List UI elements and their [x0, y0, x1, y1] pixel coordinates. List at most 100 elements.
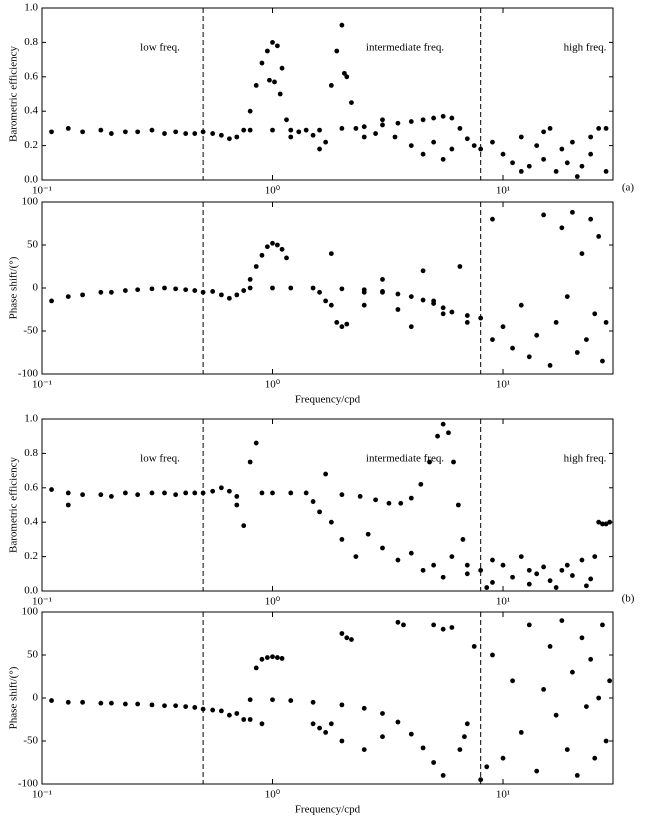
point	[600, 521, 605, 527]
point	[395, 307, 401, 312]
x-tick-label: 10⁰	[265, 185, 281, 197]
region-label: high freq.	[564, 453, 607, 465]
point	[65, 125, 71, 131]
point	[328, 519, 334, 525]
point	[579, 635, 585, 641]
point	[247, 717, 253, 722]
point	[173, 129, 179, 135]
point	[259, 252, 265, 258]
point	[500, 755, 506, 761]
point	[490, 139, 495, 145]
point	[570, 669, 575, 675]
point	[395, 291, 401, 297]
point	[395, 557, 401, 563]
point	[192, 288, 198, 293]
point	[226, 488, 232, 494]
y-tick-label: 50	[27, 239, 39, 251]
point	[559, 618, 565, 623]
point	[440, 626, 446, 632]
point	[564, 562, 570, 568]
point	[478, 146, 484, 152]
point	[317, 509, 322, 515]
point	[277, 91, 283, 97]
point	[431, 760, 437, 765]
point	[80, 492, 85, 498]
point	[65, 490, 71, 496]
point	[553, 169, 559, 174]
point	[431, 115, 437, 121]
point	[210, 289, 216, 294]
point	[457, 747, 463, 752]
point	[323, 730, 329, 735]
point	[380, 545, 385, 551]
point	[349, 100, 354, 105]
point	[365, 531, 371, 537]
point	[353, 125, 359, 131]
point	[323, 139, 329, 145]
point	[108, 700, 114, 706]
point	[65, 502, 71, 508]
point	[183, 287, 189, 293]
point	[200, 129, 206, 135]
point	[431, 562, 437, 568]
panel-label: (a)	[622, 182, 635, 194]
point	[241, 127, 247, 133]
point	[122, 490, 128, 496]
x-axis-title: Frequency/cpd	[295, 394, 361, 406]
point	[408, 731, 414, 737]
point	[272, 79, 277, 85]
point	[600, 358, 605, 364]
point	[588, 576, 594, 582]
point	[592, 311, 598, 317]
point	[247, 697, 253, 703]
y-tick-label: 1.0	[24, 413, 38, 425]
point	[274, 655, 280, 660]
x-tick-label: 10⁰	[265, 596, 281, 608]
point	[408, 324, 414, 330]
point	[584, 583, 589, 589]
point	[547, 644, 553, 649]
point	[420, 745, 426, 751]
point	[183, 131, 189, 136]
point	[380, 734, 385, 740]
point	[588, 151, 594, 157]
point	[490, 557, 495, 563]
point	[541, 129, 547, 135]
point	[317, 146, 322, 152]
point	[380, 711, 385, 716]
point	[122, 288, 128, 293]
point	[440, 156, 446, 162]
point	[247, 285, 253, 291]
point	[579, 557, 585, 563]
point	[183, 490, 189, 496]
point	[592, 554, 598, 559]
point	[435, 433, 440, 439]
point	[603, 169, 609, 174]
point	[510, 574, 515, 580]
point	[408, 294, 414, 299]
point	[446, 430, 451, 436]
point	[579, 163, 585, 169]
point	[200, 490, 206, 496]
point	[440, 311, 446, 317]
point	[264, 655, 270, 660]
point	[49, 298, 54, 304]
point	[490, 652, 495, 658]
point	[357, 494, 363, 499]
point	[584, 337, 589, 342]
point	[500, 324, 506, 330]
point	[455, 502, 461, 508]
point	[270, 240, 275, 246]
point	[361, 747, 367, 752]
point	[464, 136, 470, 142]
point	[310, 285, 316, 291]
point	[592, 755, 598, 761]
point	[449, 309, 455, 315]
point	[288, 698, 294, 703]
point	[547, 363, 553, 368]
point	[464, 320, 470, 325]
point	[270, 490, 275, 496]
point	[500, 151, 506, 157]
point	[596, 234, 602, 239]
